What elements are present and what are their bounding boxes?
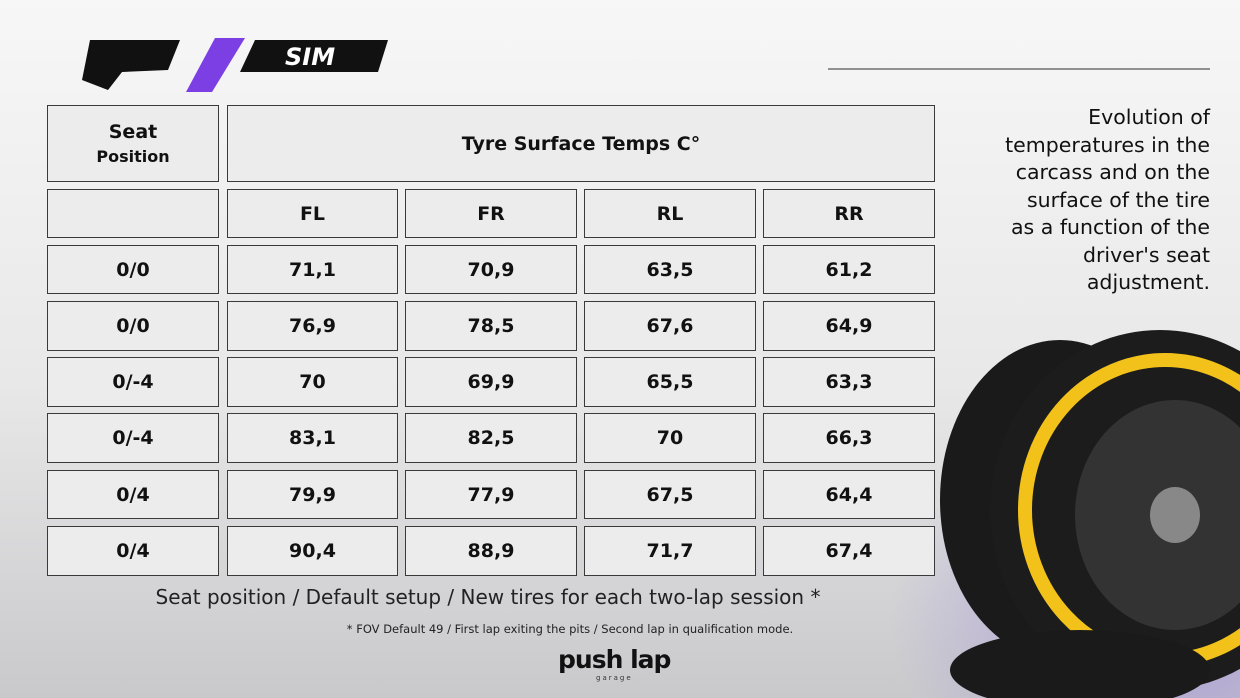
group-header: Tyre Surface Temps C°: [227, 105, 935, 182]
value-cell: 66,3: [763, 413, 935, 463]
value-cell: 61,2: [763, 245, 935, 294]
column-header: FR: [405, 189, 577, 238]
value-cell: 71,7: [584, 526, 756, 576]
value-cell: 71,1: [227, 245, 398, 294]
value-cell: 78,5: [405, 301, 577, 351]
side-text-line: adjustment.: [1086, 270, 1210, 294]
column-header: FL: [227, 189, 398, 238]
seat-header-line: Position: [96, 147, 170, 166]
value-cell: 67,5: [584, 470, 756, 519]
value-cell: 67,6: [584, 301, 756, 351]
side-text-line: driver's seat: [1082, 242, 1210, 267]
row-header: 0/-4: [47, 357, 219, 407]
side-text-line: as a function of the: [1010, 215, 1210, 239]
value-cell: 63,3: [763, 357, 935, 407]
value-cell: 64,9: [763, 301, 935, 351]
row-header: 0/4: [47, 526, 219, 576]
value-cell: 88,9: [405, 526, 577, 576]
value-cell: 79,9: [227, 470, 398, 519]
brand-sub: garage: [596, 674, 633, 682]
side-text: Evolution of temperatures in the carcass a…: [1005, 104, 1210, 297]
value-cell: 63,5: [584, 245, 756, 294]
row-header: 0/0: [47, 301, 219, 351]
value-cell: 67,4: [763, 526, 935, 576]
value-cell: 70: [227, 357, 398, 407]
value-cell: 76,9: [227, 301, 398, 351]
side-text-line: temperatures in the: [1005, 132, 1210, 157]
logo-text: SIM: [285, 43, 336, 71]
value-cell: 82,5: [405, 413, 577, 463]
column-header: RL: [584, 189, 756, 238]
value-cell: 64,4: [763, 470, 935, 519]
seat-header-line: Seat: [108, 121, 158, 143]
row-header: 0/0: [47, 245, 219, 294]
row-header: 0/-4: [47, 413, 219, 463]
side-text-line: surface of the tire: [1026, 187, 1210, 212]
value-cell: 90,4: [227, 526, 398, 576]
side-text-line: carcass and on the: [1015, 160, 1210, 184]
value-cell: 70,9: [405, 245, 577, 294]
side-text-line: Evolution of: [1088, 105, 1210, 129]
value-cell: 69,9: [405, 357, 577, 407]
empty-cell: [47, 189, 219, 238]
caption: Seat position / Default setup / New tire…: [155, 585, 821, 609]
footnote: * FOV Default 49 / First lap exiting the…: [346, 622, 794, 636]
value-cell: 77,9: [405, 470, 577, 519]
value-cell: 83,1: [227, 413, 398, 463]
row-header: 0/4: [47, 470, 219, 519]
value-cell: 70: [584, 413, 756, 463]
seat-header: Seat Position: [47, 105, 219, 182]
brand-name: push lap: [558, 645, 671, 674]
column-header: RR: [763, 189, 935, 238]
value-cell: 65,5: [584, 357, 756, 407]
